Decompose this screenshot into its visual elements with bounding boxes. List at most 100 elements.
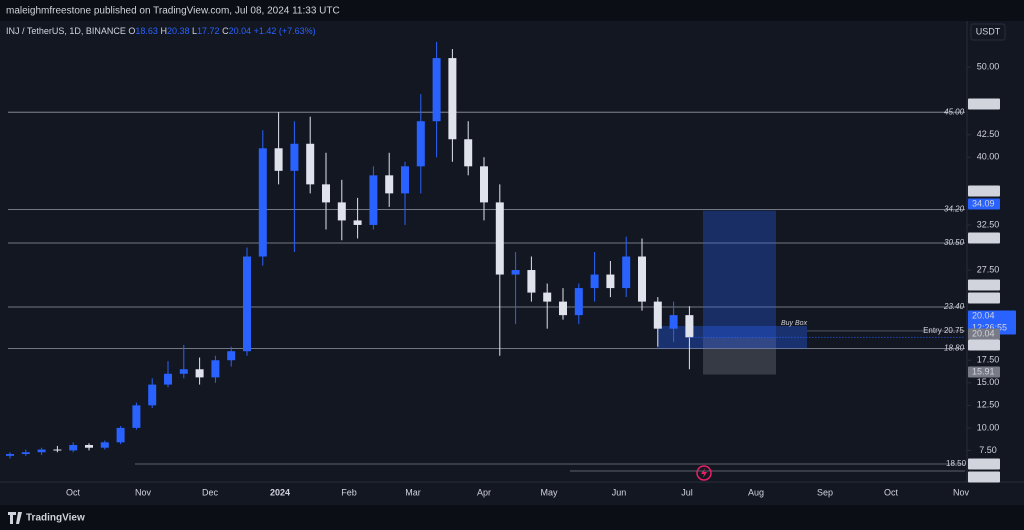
- candle-body: [480, 166, 488, 203]
- y-tick-label: 17.50: [977, 355, 1000, 365]
- candle-body: [100, 442, 109, 448]
- candle-body: [37, 449, 46, 453]
- legend-key: C: [222, 26, 229, 36]
- y-tick-label: 32.50: [977, 219, 1000, 229]
- event-icon-bolt: [701, 468, 707, 478]
- footer-bar: [0, 505, 1024, 530]
- price-badge: [968, 198, 1000, 210]
- candle-body: [511, 270, 520, 275]
- candle-body: [559, 301, 567, 316]
- symbol: INJ / TetherUS, 1D, BINANCE: [6, 26, 126, 36]
- candle-body: [179, 369, 188, 374]
- candle-body: [606, 274, 615, 289]
- candle-body: [669, 315, 678, 329]
- candle-body: [148, 384, 157, 406]
- candle-body: [227, 351, 236, 361]
- price-badge-label: 45.00: [972, 98, 995, 108]
- price-badge: [968, 279, 1000, 291]
- price-badge-label: 34.20: [972, 185, 995, 195]
- x-tick-label: Oct: [884, 487, 899, 497]
- candle-body: [6, 454, 14, 456]
- candle-body: [290, 143, 299, 171]
- legend-change: +1.42 (+7.63%): [254, 26, 316, 36]
- candle-body: [464, 139, 473, 167]
- y-tick-label: 40.00: [977, 152, 1000, 162]
- x-tick-label: Mar: [405, 487, 421, 497]
- price-badge-label: 5.11: [972, 471, 989, 481]
- candle-body: [638, 256, 646, 302]
- publisher: maleighmfreestone published on TradingVi…: [6, 6, 340, 17]
- candle-body: [211, 360, 220, 378]
- level-label: 23.40: [943, 302, 965, 311]
- price-badge-label: 20.04: [972, 328, 995, 338]
- candle-body: [258, 148, 267, 257]
- x-tick-label: Jun: [612, 487, 627, 497]
- lower-label: 18.50: [946, 459, 967, 468]
- candle-body: [53, 449, 62, 451]
- candle-body: [369, 175, 378, 225]
- candle-body: [527, 270, 536, 293]
- legend-key: H: [160, 26, 167, 36]
- candle-body: [164, 373, 172, 385]
- candle-body: [401, 166, 409, 194]
- candle-body: [574, 288, 583, 316]
- level-label: 30.50: [944, 238, 965, 247]
- legend-value: 20.04: [229, 26, 252, 36]
- price-badge-timer: 12:26:55: [972, 322, 1007, 332]
- header-bar: [0, 0, 1024, 21]
- candle-body: [69, 445, 78, 451]
- candle-body: [543, 292, 552, 302]
- candle-body: [653, 301, 662, 329]
- candle-body: [85, 445, 93, 448]
- candle-body: [116, 427, 125, 443]
- y-tick-label: 15.00: [977, 377, 1000, 387]
- candle-body: [195, 369, 204, 378]
- y-tick-label: 10.00: [977, 422, 1000, 432]
- candle-body: [132, 405, 141, 428]
- price-badge: [968, 458, 1000, 470]
- candle-body: [385, 175, 394, 194]
- legend-key: O: [128, 26, 135, 36]
- candle-body: [416, 121, 425, 167]
- price-badge: [968, 366, 1000, 378]
- brand: TradingView: [26, 513, 85, 524]
- legend-value: 20.38: [167, 26, 190, 36]
- y-tick-label: 12.50: [977, 400, 1000, 410]
- y-tick-label: 50.00: [977, 61, 1000, 71]
- candle-body: [590, 274, 599, 289]
- price-badge: [968, 471, 1000, 483]
- stop-zone: [703, 337, 776, 375]
- price-badge: [968, 339, 1000, 351]
- candle-body: [622, 256, 631, 289]
- y-tick-label: 27.50: [977, 264, 1000, 274]
- level-label: 18.80: [944, 344, 965, 353]
- event-icon[interactable]: [696, 465, 712, 481]
- candle-body: [306, 143, 315, 185]
- price-badge-label: 20.04: [972, 310, 995, 320]
- y-tick-label: 7.50: [979, 445, 997, 455]
- target-zone: [703, 210, 776, 338]
- candle-body: [322, 184, 330, 203]
- legend-value: 18.63: [135, 26, 158, 36]
- currency: USDT: [976, 26, 1001, 36]
- price-badge-label: 18.80: [972, 339, 995, 349]
- buy-box-label: Buy Box: [781, 320, 808, 327]
- logo: [8, 512, 22, 524]
- currency-box: [970, 23, 1006, 41]
- level-label: 45.00: [944, 107, 965, 116]
- price-badge-label: 5.84: [972, 458, 990, 468]
- price-badge: [968, 232, 1000, 244]
- candle-body: [448, 58, 457, 140]
- candle-body: [274, 148, 283, 171]
- candle-body: [432, 58, 441, 122]
- candle-body: [337, 202, 346, 221]
- x-tick-label: Apr: [477, 487, 491, 497]
- x-tick-label: Jul: [681, 487, 693, 497]
- x-tick-label: Nov: [953, 487, 970, 497]
- price-badge-label: 34.09: [972, 198, 995, 208]
- symbol-legend: INJ / TetherUS, 1D, BINANCE O18.63 H20.3…: [6, 26, 316, 36]
- x-tick-label: 2024: [270, 487, 290, 497]
- price-badge-label: 21.04: [972, 292, 995, 302]
- price-badge: [968, 98, 1000, 110]
